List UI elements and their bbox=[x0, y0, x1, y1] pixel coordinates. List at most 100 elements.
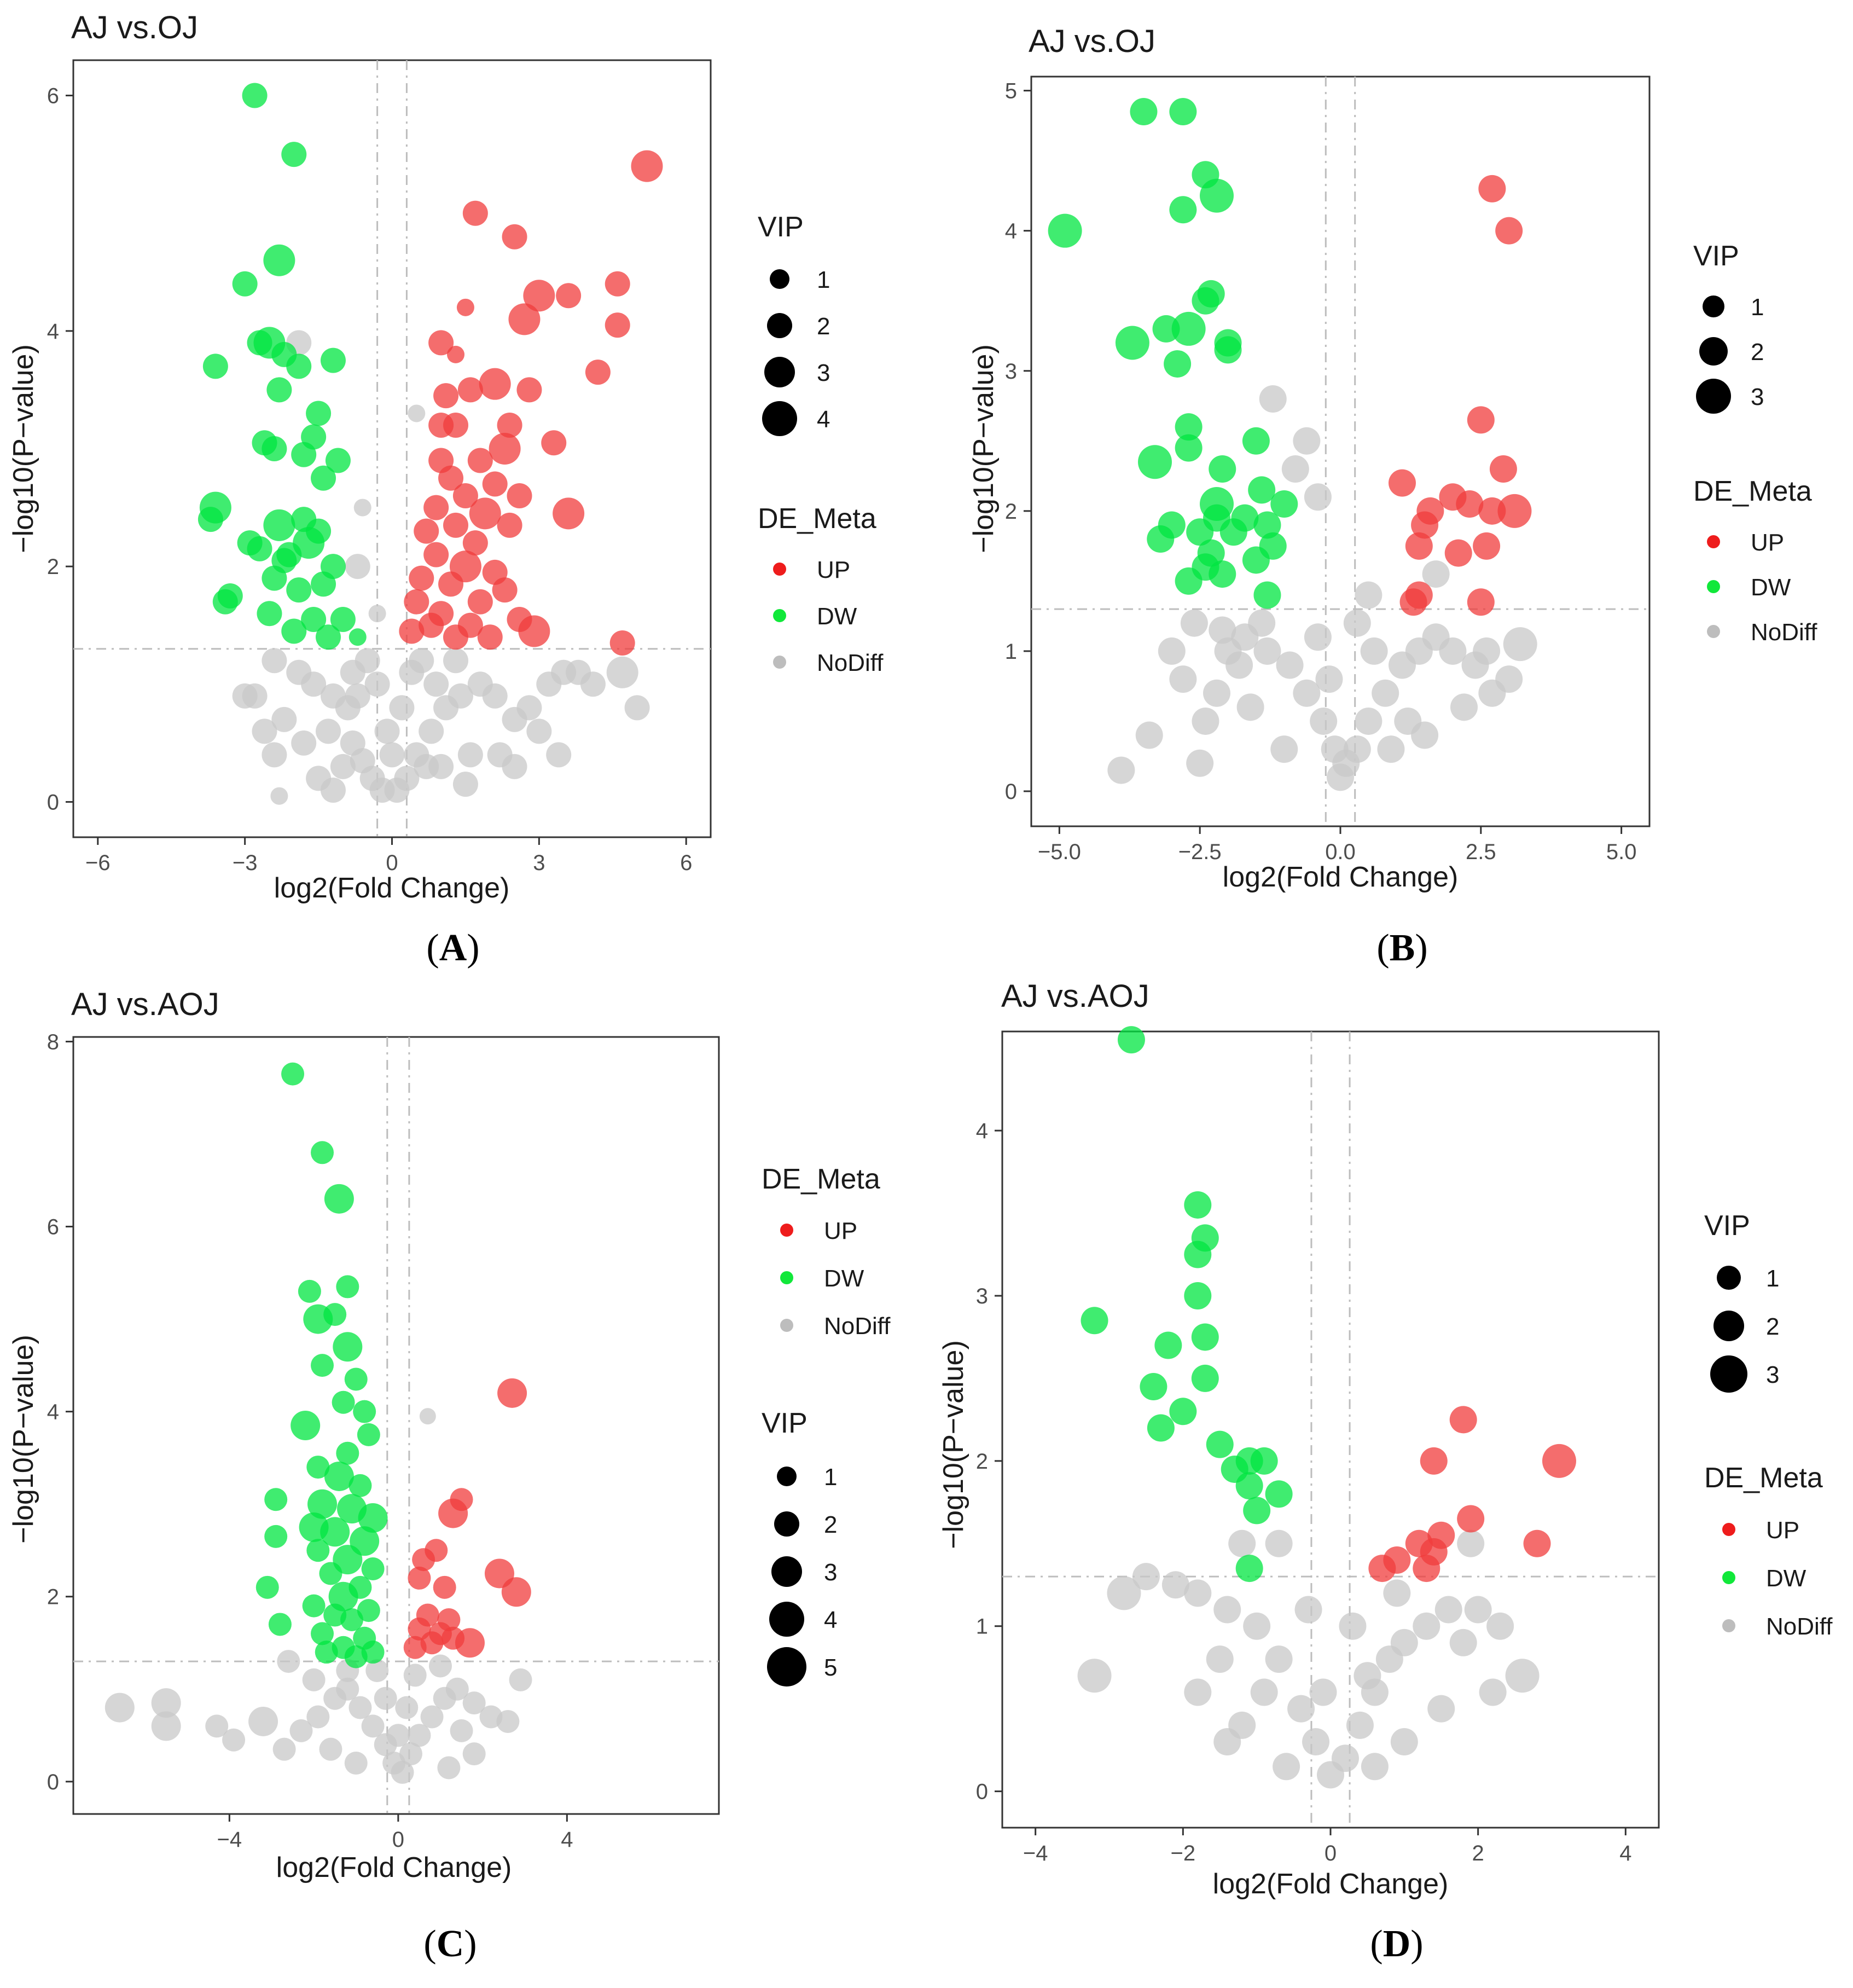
data-point-up bbox=[1444, 539, 1472, 567]
data-point-up bbox=[507, 483, 532, 509]
data-point-nodiff bbox=[272, 1737, 296, 1761]
data-point-dw bbox=[307, 1489, 338, 1519]
data-point-up bbox=[408, 1566, 431, 1590]
y-tick-label: 1 bbox=[976, 1615, 988, 1639]
data-point-nodiff bbox=[1228, 1529, 1256, 1557]
panel-c-points bbox=[73, 1037, 719, 1814]
data-point-up bbox=[631, 150, 663, 182]
vip-legend-label: 1 bbox=[817, 266, 830, 293]
data-point-nodiff bbox=[353, 499, 371, 517]
panel-b-letter: (B) bbox=[1376, 927, 1427, 969]
data-point-dw bbox=[1242, 546, 1270, 574]
x-tick-label: −2.5 bbox=[1178, 840, 1222, 864]
panel-b-ticks: −5.0 −2.5 0.0 2.5 5.0 0 1 2 3 4 5 bbox=[1005, 79, 1637, 864]
de-legend-label: UP bbox=[824, 1218, 857, 1244]
data-point-nodiff bbox=[1135, 721, 1163, 749]
vip-legend-dot bbox=[764, 357, 795, 387]
data-point-up bbox=[462, 200, 488, 226]
data-point-nodiff bbox=[1077, 1659, 1112, 1693]
de-legend-label: UP bbox=[817, 557, 850, 583]
data-point-nodiff bbox=[252, 718, 277, 744]
data-point-dw bbox=[333, 1545, 363, 1575]
data-point-dw bbox=[358, 1503, 388, 1533]
data-point-up bbox=[456, 298, 474, 316]
panel-c-vip-legend-title: VIP bbox=[762, 1407, 808, 1439]
data-point-nodiff bbox=[1360, 637, 1388, 665]
data-point-nodiff bbox=[1390, 1728, 1418, 1756]
data-point-dw bbox=[271, 548, 297, 573]
data-point-nodiff bbox=[1331, 1744, 1359, 1772]
data-point-dw bbox=[311, 1354, 334, 1377]
data-point-up bbox=[399, 618, 425, 644]
data-point-dw bbox=[1169, 1398, 1197, 1425]
x-tick-label: −3 bbox=[233, 851, 258, 875]
y-tick-label: 6 bbox=[47, 84, 59, 108]
data-point-dw bbox=[1253, 511, 1281, 539]
x-tick-label: 5.0 bbox=[1606, 840, 1637, 864]
data-point-dw bbox=[344, 1645, 368, 1668]
data-point-dw bbox=[357, 1599, 380, 1622]
data-point-up bbox=[1467, 406, 1495, 434]
data-point-nodiff bbox=[1107, 1576, 1141, 1610]
data-point-up bbox=[516, 377, 542, 403]
panel-b-vip-legend-title: VIP bbox=[1693, 240, 1739, 272]
panel-d-points bbox=[1002, 1026, 1659, 1828]
data-point-up bbox=[1449, 1406, 1477, 1434]
data-point-nodiff bbox=[452, 772, 478, 797]
vip-legend-label: 3 bbox=[1751, 384, 1764, 410]
data-point-nodiff bbox=[345, 554, 370, 579]
data-point-dw bbox=[311, 1622, 334, 1645]
data-point-nodiff bbox=[1479, 1678, 1507, 1706]
data-point-nodiff bbox=[1304, 623, 1332, 651]
panel-d: AJ vs.AOJ −4 −2 0 2 4 0 1 2 3 4 log2(Fold Change)… bbox=[938, 978, 1660, 1965]
y-tick-label: 4 bbox=[47, 1400, 59, 1424]
de-legend-dot-dw bbox=[1707, 580, 1720, 593]
de-legend-dot-nodiff bbox=[780, 1319, 793, 1332]
data-point-up bbox=[492, 577, 518, 603]
data-point-nodiff bbox=[1327, 763, 1354, 791]
data-point-dw bbox=[1169, 196, 1197, 224]
data-point-dw bbox=[1270, 490, 1298, 518]
data-point-dw bbox=[306, 1539, 330, 1562]
data-point-dw bbox=[348, 1474, 372, 1497]
panel-d-title: AJ vs.AOJ bbox=[1001, 978, 1149, 1014]
panel-b-title: AJ vs.OJ bbox=[1029, 24, 1155, 59]
data-point-nodiff bbox=[1503, 627, 1537, 662]
data-point-nodiff bbox=[1294, 1596, 1322, 1624]
panel-a-vip-legend-keys: 1 2 3 4 bbox=[762, 266, 830, 436]
data-point-nodiff bbox=[1434, 1596, 1462, 1624]
data-point-nodiff bbox=[1273, 1753, 1300, 1781]
data-point-dw bbox=[340, 1608, 364, 1631]
data-point-dw bbox=[1209, 560, 1236, 588]
data-point-nodiff bbox=[1250, 1678, 1278, 1706]
data-point-nodiff bbox=[394, 766, 420, 791]
data-point-nodiff bbox=[345, 683, 370, 709]
data-point-nodiff bbox=[450, 1719, 473, 1742]
data-point-dw bbox=[232, 271, 258, 297]
panel-a-y-axis-label: −log10(P−value) bbox=[8, 344, 39, 553]
x-tick-label: −4 bbox=[217, 1828, 242, 1852]
data-point-dw bbox=[1192, 287, 1219, 315]
data-point-up bbox=[1413, 1555, 1440, 1583]
data-point-up bbox=[428, 412, 454, 438]
y-tick-label: 6 bbox=[47, 1215, 59, 1239]
de-legend-dot-nodiff bbox=[1707, 625, 1720, 638]
data-point-nodiff bbox=[414, 754, 439, 779]
data-point-dw bbox=[1175, 567, 1203, 595]
data-point-up bbox=[523, 280, 555, 312]
x-tick-label: 6 bbox=[680, 851, 692, 875]
data-point-dw bbox=[1169, 98, 1197, 126]
data-point-nodiff bbox=[205, 1714, 229, 1738]
data-point-nodiff bbox=[408, 1724, 431, 1747]
data-point-dw bbox=[315, 1641, 338, 1664]
data-point-dw bbox=[198, 507, 223, 532]
data-point-nodiff bbox=[1377, 735, 1405, 763]
data-point-dw bbox=[1164, 350, 1192, 378]
panel-a-legend: VIP 1 2 3 4 DE_Meta UP DW NoDiff bbox=[758, 211, 884, 676]
panel-d-de-legend-keys: UP DW NoDiff bbox=[1722, 1517, 1833, 1640]
data-point-nodiff bbox=[502, 754, 527, 779]
panel-d-vip-legend-title: VIP bbox=[1704, 1210, 1750, 1242]
de-legend-label: DW bbox=[824, 1265, 864, 1292]
data-point-nodiff bbox=[1473, 637, 1501, 665]
data-point-nodiff bbox=[1184, 1678, 1212, 1706]
